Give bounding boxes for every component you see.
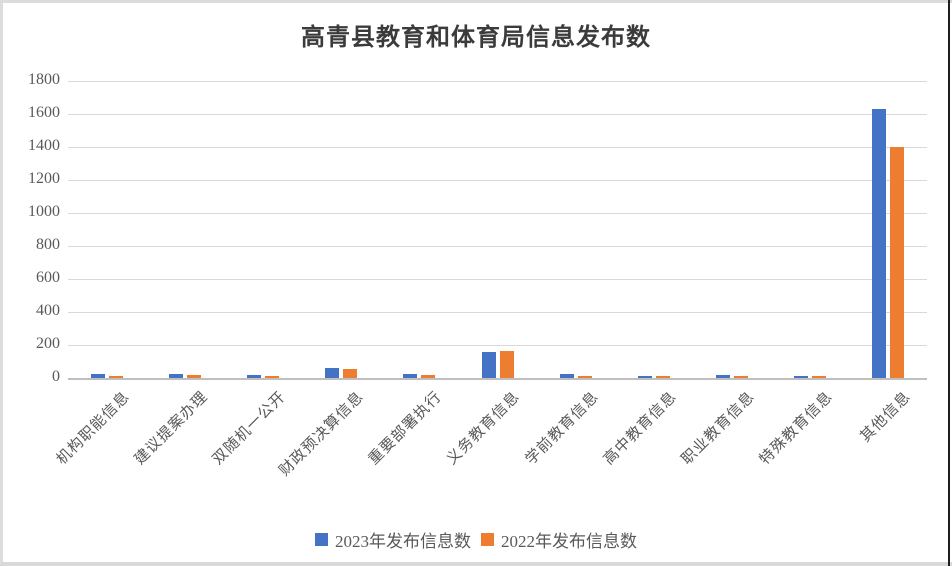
gridline <box>68 213 927 214</box>
legend-item: 2023年发布信息数 <box>315 527 471 552</box>
frame-edge-left <box>0 0 3 566</box>
bar-series2 <box>889 147 904 378</box>
gridline <box>68 345 927 346</box>
bar-series1 <box>559 374 574 378</box>
frame-edge-bottom <box>0 562 952 566</box>
bar-series1 <box>871 109 886 378</box>
gridline <box>68 180 927 181</box>
bar-series2 <box>577 376 592 378</box>
bar-series1 <box>325 368 340 378</box>
y-axis-tick-label: 1600 <box>28 104 60 121</box>
gridline <box>68 147 927 148</box>
bar-series2 <box>733 375 748 378</box>
legend: 2023年发布信息数 2022年发布信息数 <box>0 527 952 552</box>
legend-item: 2022年发布信息数 <box>481 527 637 552</box>
legend-label: 2022年发布信息数 <box>501 532 637 551</box>
bar-series2 <box>655 376 670 378</box>
frame-edge-top <box>0 0 952 3</box>
legend-swatch-series1 <box>315 533 328 546</box>
y-axis-tick-label: 200 <box>36 335 60 352</box>
legend-label: 2023年发布信息数 <box>335 532 471 551</box>
y-axis-tick-label: 0 <box>52 368 60 385</box>
bar-series1 <box>715 375 730 378</box>
bar-series2 <box>421 374 436 378</box>
gridline <box>68 279 927 280</box>
x-axis-category-label: 建议提案办理 <box>132 388 212 469</box>
x-axis-category-label: 重要部署执行 <box>366 388 446 469</box>
y-axis-tick-label: 800 <box>36 236 60 253</box>
x-axis-category-label: 高中教育信息 <box>600 388 680 469</box>
y-axis-tick-label: 600 <box>36 269 60 286</box>
gridline <box>68 81 927 82</box>
x-axis-category-label: 其他信息 <box>857 388 915 446</box>
bar-series1 <box>91 373 106 378</box>
bar-series1 <box>481 351 496 378</box>
y-axis-tick-label: 1000 <box>28 203 60 220</box>
x-axis-line <box>68 378 927 380</box>
bar-series1 <box>637 375 652 378</box>
bar-series2 <box>109 375 124 378</box>
bar-series1 <box>169 374 184 378</box>
y-axis-tick-label: 1400 <box>28 137 60 154</box>
x-axis-category-label: 学前教育信息 <box>522 388 602 469</box>
frame-edge-right <box>948 0 950 566</box>
bar-series2 <box>187 374 202 378</box>
y-axis-tick-label: 400 <box>36 302 60 319</box>
bar-series2 <box>811 376 826 378</box>
legend-swatch-series2 <box>481 533 494 546</box>
y-axis-tick-label: 1200 <box>28 170 60 187</box>
y-axis-tick-label: 1800 <box>28 71 60 88</box>
x-axis-category-label: 双随机一公开 <box>210 388 290 469</box>
gridline <box>68 114 927 115</box>
gridline <box>68 246 927 247</box>
bar-series1 <box>793 375 808 378</box>
bar-series1 <box>247 375 262 378</box>
bar-series2 <box>499 350 514 378</box>
bar-series2 <box>343 368 358 378</box>
gridline <box>68 312 927 313</box>
x-axis-category-label: 职业教育信息 <box>678 388 758 469</box>
x-axis-category-label: 机构职能信息 <box>53 388 134 469</box>
chart-title: 高青县教育和体育局信息发布数 <box>301 25 651 51</box>
bar-series1 <box>403 373 418 378</box>
bar-series2 <box>265 375 280 378</box>
x-axis-category-label: 特殊教育信息 <box>756 388 837 469</box>
x-axis-category-label: 义务教育信息 <box>444 388 524 469</box>
